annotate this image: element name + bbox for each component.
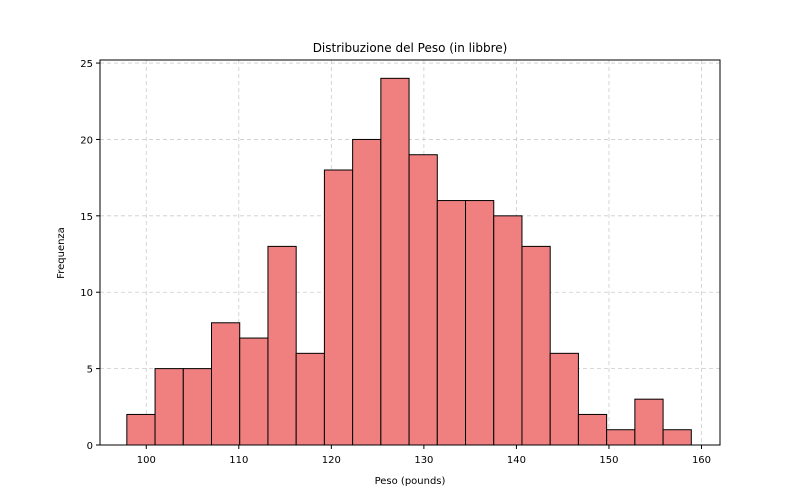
- histogram-bar: [465, 200, 495, 446]
- histogram-bar: [126, 413, 156, 446]
- histogram-bar: [408, 154, 438, 446]
- histogram-bar: [577, 413, 608, 446]
- histogram-bar: [521, 245, 551, 446]
- histogram-bar: [634, 398, 664, 446]
- y-tick-label: 20: [80, 135, 93, 146]
- x-tick-label: 110: [229, 455, 248, 466]
- x-tick-label: 130: [414, 455, 433, 466]
- y-tick-label: 15: [80, 212, 93, 223]
- y-tick-label: 25: [80, 59, 93, 70]
- histogram-bar: [295, 352, 325, 446]
- histogram-bar: [436, 200, 467, 446]
- bars-layer: [126, 77, 692, 446]
- y-tick-label: 10: [80, 288, 93, 299]
- x-tick-label: 160: [692, 455, 711, 466]
- plot-frame: [99, 59, 721, 446]
- histogram-bar: [239, 337, 269, 446]
- y-tick-label: 0: [87, 441, 93, 452]
- x-tick-label: 100: [137, 455, 156, 466]
- histogram-bar: [267, 245, 297, 446]
- histogram-bar: [493, 215, 523, 446]
- histogram-bar: [380, 77, 410, 446]
- y-axis-label: Frequenza: [56, 227, 67, 279]
- x-tick-label: 120: [322, 455, 341, 466]
- x-axis-label: Peso (pounds): [375, 476, 446, 487]
- x-tick-label: 150: [599, 455, 618, 466]
- histogram-bar: [549, 352, 579, 446]
- histogram-bar: [154, 368, 184, 446]
- y-tick-label: 5: [87, 365, 93, 376]
- histogram-bar: [182, 368, 213, 446]
- histogram-bar: [606, 429, 636, 446]
- chart-title: Distribuzione del Peso (in libbre): [313, 41, 508, 55]
- ticks-layer: 100 110 120 130 140 150 160 0 5 10 15 20 25: [80, 59, 711, 466]
- histogram-bar: [323, 169, 354, 446]
- x-tick-label: 140: [507, 455, 526, 466]
- histogram-bar: [211, 322, 241, 446]
- histogram-bar: [662, 429, 692, 446]
- histogram-bar: [352, 138, 382, 446]
